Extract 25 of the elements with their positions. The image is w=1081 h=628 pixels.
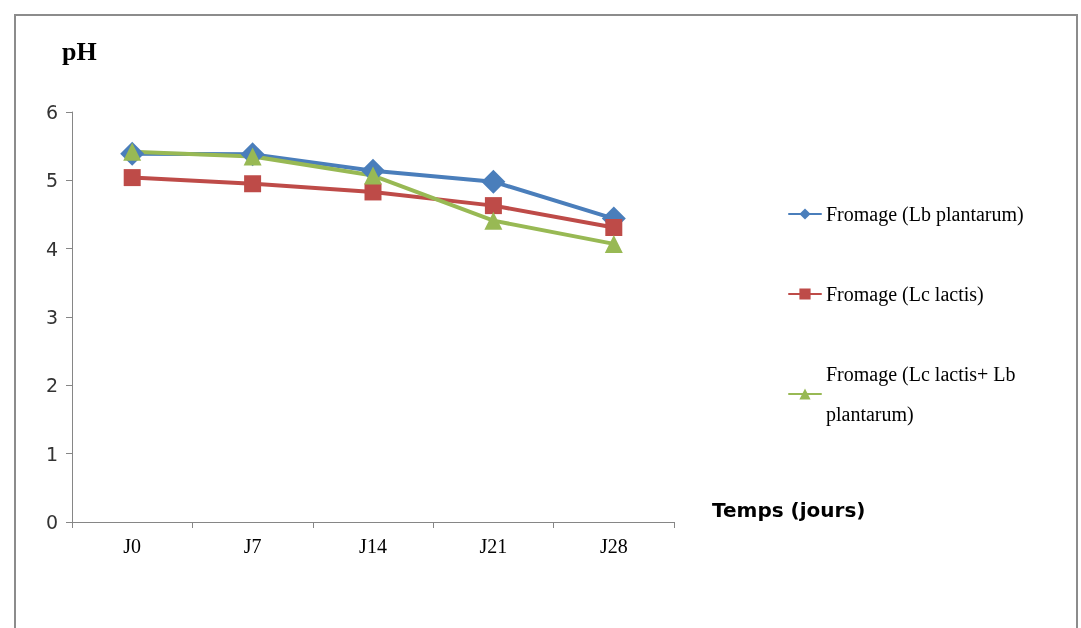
point [123,169,141,187]
point [481,169,506,194]
x-tick-label: J28 [599,535,628,557]
y-tick-label: 3 [45,306,58,328]
point [484,197,502,215]
x-tick-label: J7 [243,535,262,557]
point [605,218,623,236]
y-tick-label: 6 [45,101,58,123]
x-tick-label: J21 [479,535,508,557]
legend-label: Fromage (Lc lactis+ Lb plantarum) [826,363,1021,426]
y-tick-label: 1 [45,442,58,465]
point [244,175,262,193]
x-tick-label: J0 [123,535,142,557]
y-tick-label: 2 [45,374,58,397]
y-tick-label: 0 [45,511,58,533]
point [364,166,382,185]
y-tick-label: 4 [45,237,58,260]
y-tick-label: 5 [45,169,58,192]
point [604,234,623,253]
x-tick-label: J14 [359,535,387,557]
point [484,211,503,230]
x-axis-title: Temps (jours) [712,498,866,522]
y-axis-title: pH [62,36,97,66]
legend-label: Fromage (Lc lactis) [826,283,984,306]
legend-label: Fromage (Lb plantarum) [826,203,1024,226]
